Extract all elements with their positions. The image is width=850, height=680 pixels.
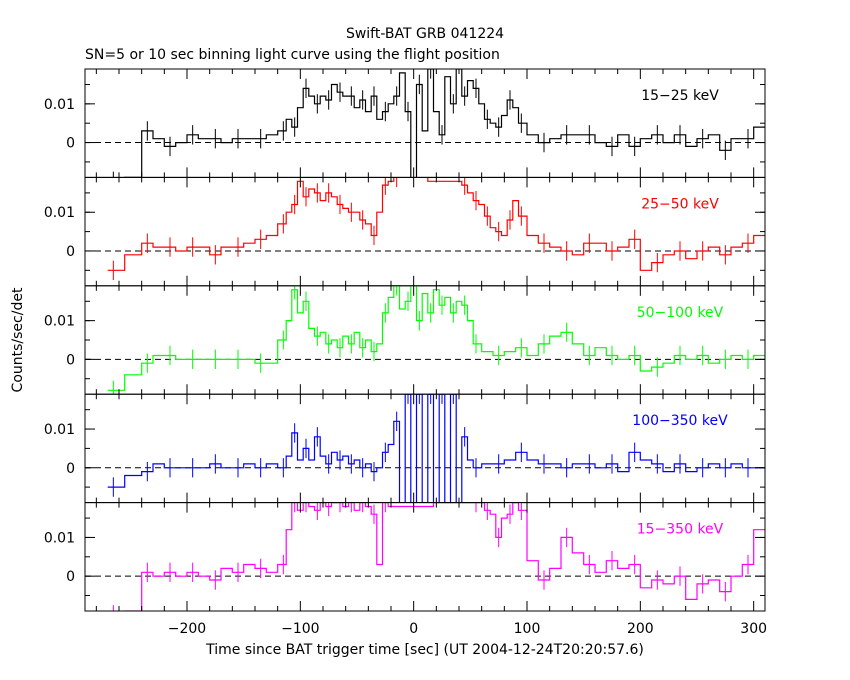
series-group — [112, 502, 765, 612]
panel-stack: 0 0.01 15−25 keV 0 0.01 25−50 keV 0 0.01 50−100 … — [44, 68, 767, 637]
panel-5: 0 0.01 15−350 keV −200 −100 0 100 200 300 — [44, 502, 767, 637]
panel-1: 0 0.01 15−25 keV — [44, 68, 766, 178]
y-tick-label: 0 — [66, 244, 75, 260]
series-line — [124, 502, 765, 612]
panel-2: 0 0.01 25−50 keV — [44, 176, 766, 287]
y-tick-label: 0 — [66, 569, 75, 585]
y-tick-label: 0 — [66, 136, 75, 152]
y-tick-label: 0 — [66, 461, 75, 477]
band-label: 100−350 keV — [632, 413, 728, 429]
series-group — [107, 177, 765, 280]
panel-4: 0 0.01 100−350 keV — [44, 393, 766, 504]
band-label: 25−50 keV — [641, 196, 719, 212]
series-group — [107, 394, 765, 503]
y-tick-label: 0.01 — [44, 530, 75, 546]
x-tick-label: 200 — [627, 621, 654, 637]
y-tick-label: 0.01 — [44, 314, 75, 330]
series-line — [107, 394, 765, 503]
series-line — [107, 177, 765, 271]
panel-frame — [84, 502, 766, 612]
panel-frame — [84, 68, 766, 178]
band-label: 50−100 keV — [637, 305, 724, 321]
x-tick-label: 0 — [409, 621, 418, 637]
band-label: 15−350 keV — [637, 522, 724, 538]
y-axis-label: Counts/sec/det — [10, 287, 26, 392]
band-label: 15−25 keV — [641, 88, 719, 104]
y-tick-label: 0.01 — [44, 422, 75, 438]
x-axis-label: Time since BAT trigger time [sec] (UT 20… — [205, 642, 644, 658]
panel-frame — [84, 176, 766, 287]
y-tick-label: 0.01 — [44, 97, 75, 113]
panel-frame — [84, 393, 766, 504]
x-tick-label: −200 — [168, 621, 206, 637]
series-group — [112, 69, 765, 178]
y-tick-label: 0.01 — [44, 205, 75, 221]
series-line — [124, 69, 765, 178]
series-group — [107, 285, 765, 395]
figure-title: Swift-BAT GRB 041224 — [346, 26, 504, 42]
x-tick-label: −100 — [281, 621, 319, 637]
figure-subtitle: SN=5 or 10 sec binning light curve using… — [85, 47, 500, 63]
y-tick-label: 0 — [66, 352, 75, 368]
series-line — [107, 285, 765, 391]
panel-frame — [84, 285, 766, 395]
x-tick-label: 300 — [740, 621, 767, 637]
x-tick-label: 100 — [514, 621, 541, 637]
panel-3: 0 0.01 50−100 keV — [44, 285, 766, 395]
